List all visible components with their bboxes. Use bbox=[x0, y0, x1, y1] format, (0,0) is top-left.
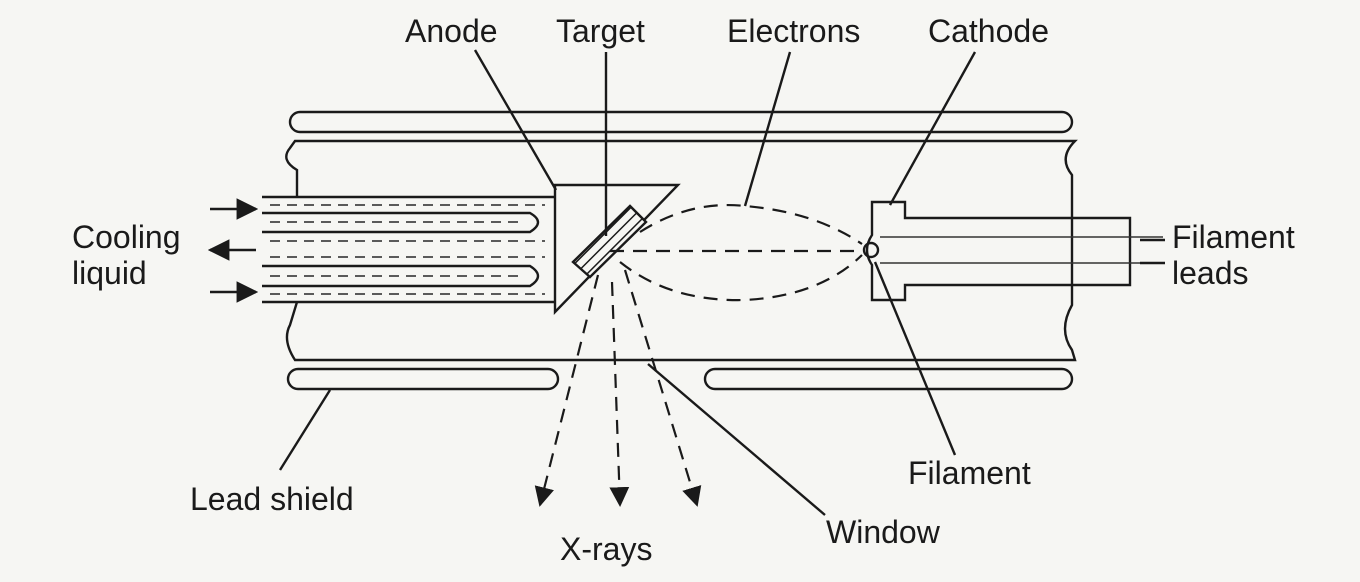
xray-beam-center bbox=[609, 281, 630, 507]
xray-beam-left bbox=[534, 274, 600, 507]
label-electrons: Electrons bbox=[727, 13, 860, 49]
electron-beam-upper bbox=[639, 203, 863, 245]
tube-envelope bbox=[285, 139, 1078, 362]
xray-beam-right bbox=[623, 269, 702, 507]
label-cooling-line1: Cooling bbox=[72, 219, 181, 255]
target-plate bbox=[571, 204, 648, 279]
label-xrays: X-rays bbox=[560, 531, 652, 567]
label-filament-leads-line2: leads bbox=[1172, 255, 1249, 291]
filament-coil bbox=[862, 241, 880, 259]
label-cooling-line2: liquid bbox=[72, 255, 147, 291]
label-anode: Anode bbox=[405, 13, 498, 49]
label-filament: Filament bbox=[908, 455, 1031, 491]
lead-shield-bottom-left bbox=[286, 367, 560, 391]
label-lead-shield: Lead shield bbox=[190, 481, 354, 517]
leader-lead-shield bbox=[278, 389, 332, 471]
label-window: Window bbox=[826, 514, 941, 550]
electron-beam-lower bbox=[619, 254, 863, 302]
leader-cathode bbox=[888, 51, 977, 206]
lead-shield-bottom-right bbox=[703, 367, 1074, 391]
leader-window bbox=[647, 363, 826, 516]
label-target: Target bbox=[556, 13, 645, 49]
leader-filament bbox=[873, 261, 957, 456]
label-cathode: Cathode bbox=[928, 13, 1049, 49]
leader-anode bbox=[473, 49, 558, 191]
label-filament-leads-line1: Filament bbox=[1172, 219, 1295, 255]
leader-electrons bbox=[743, 51, 792, 207]
cathode-cup bbox=[865, 200, 1132, 302]
lead-shield-top bbox=[288, 110, 1074, 134]
cooling-tube-lower bbox=[262, 264, 540, 288]
cooling-tube-upper bbox=[262, 211, 540, 234]
